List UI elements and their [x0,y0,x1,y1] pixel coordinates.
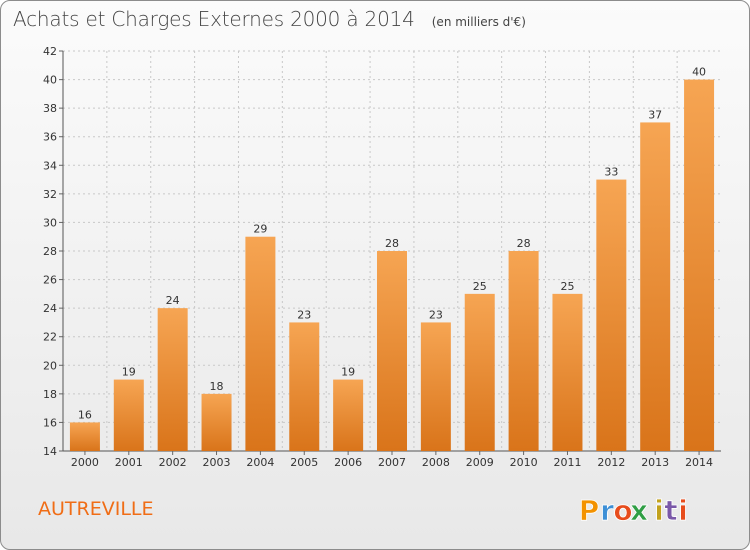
logo-letter: x [630,494,648,527]
labels: 14 16 18 20 22 24 26 28 30 32 34 36 38 40 42 16 2000 19 20… [43,45,713,469]
x-tick-label-2007: 2007 [378,456,406,469]
logo-letter: i [678,494,688,527]
y-tick-label: 14 [43,445,57,458]
x-tick-label-2009: 2009 [466,456,494,469]
x-tick-label-2010: 2010 [510,456,538,469]
value-label-2011: 25 [560,280,574,293]
value-label-2009: 25 [473,280,487,293]
y-tick-label: 36 [43,131,57,144]
bar-2005 [289,322,320,451]
value-label-2007: 28 [385,237,399,250]
bar-2009 [464,293,495,451]
chart-title-unit: (en milliers d'€) [431,15,526,29]
x-tick-label-2006: 2006 [334,456,362,469]
value-label-2004: 29 [253,223,267,236]
y-tick-label: 34 [43,159,57,172]
x-tick-label-2014: 2014 [685,456,713,469]
value-label-2003: 18 [210,380,224,393]
logo-letter: P [581,494,599,527]
logo-letter: r [600,494,614,527]
chart-title-main: Achats et Charges Externes 2000 à 2014 [13,7,415,31]
y-tick-label: 30 [43,216,57,229]
chart-title: Achats et Charges Externes 2000 à 2014 (… [13,7,526,31]
logo-letter: i [654,494,664,527]
x-tick-label-2012: 2012 [597,456,625,469]
y-tick-label: 42 [43,45,57,58]
x-tick-label-2002: 2002 [159,456,187,469]
bar-2007 [377,251,407,451]
value-label-2006: 19 [341,366,355,379]
value-label-2001: 19 [122,366,136,379]
y-tick-label: 26 [43,274,57,287]
bar-2012 [596,179,627,452]
value-label-2000: 16 [78,408,92,421]
value-label-2002: 24 [166,294,180,307]
y-tick-label: 32 [43,188,57,201]
bars [69,79,715,452]
bar-2006 [333,379,364,451]
bar-2004 [245,236,276,451]
x-tick-label-2011: 2011 [553,456,581,469]
y-tick-label: 16 [43,416,57,429]
y-tick-label: 20 [43,359,57,372]
commune-name: AUTREVILLE [38,498,154,520]
y-tick-label: 18 [43,388,57,401]
x-tick-label-2004: 2004 [246,456,274,469]
bar-2002 [157,308,188,451]
y-tick-label: 22 [43,331,57,344]
value-label-2008: 23 [429,308,443,321]
gridlines [63,50,721,452]
bar-2003 [201,393,232,451]
x-tick-label-2013: 2013 [641,456,669,469]
x-tick-label-2000: 2000 [71,456,99,469]
value-label-2013: 37 [648,108,662,121]
bar-2010 [508,251,539,451]
bar-2013 [640,122,671,451]
bar-2000 [69,422,100,451]
y-tick-label: 24 [43,302,57,315]
y-tick-label: 38 [43,102,57,115]
x-tick-label-2008: 2008 [422,456,450,469]
bar-2008 [420,322,451,451]
bar-2014 [684,79,715,452]
value-label-2010: 28 [517,237,531,250]
value-label-2005: 23 [297,308,311,321]
bar-2011 [552,293,583,451]
x-tick-label-2003: 2003 [203,456,231,469]
y-tick-label: 40 [43,74,57,87]
bar-2001 [113,379,144,451]
logo-letter: o [613,494,632,527]
y-tick-label: 28 [43,245,57,258]
x-tick-label-2005: 2005 [290,456,318,469]
logo-letter: t [664,494,677,527]
proxiti-logo: Proxiti [581,494,688,528]
x-tick-label-2001: 2001 [115,456,143,469]
value-label-2014: 40 [692,66,706,79]
value-label-2012: 33 [604,166,618,179]
